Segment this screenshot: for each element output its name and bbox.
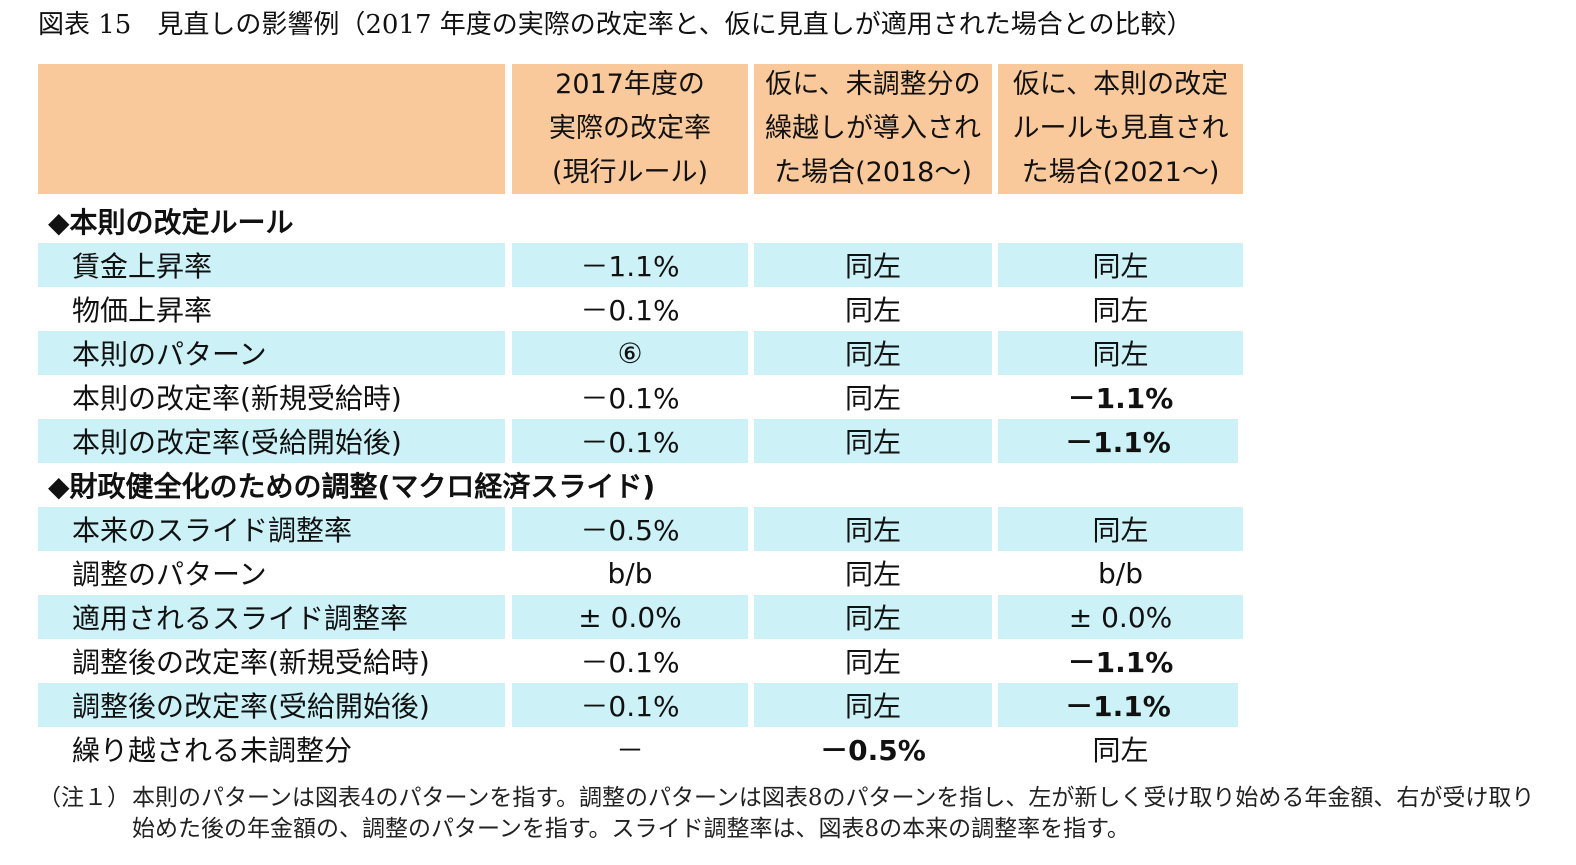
- cell-2018: 同左: [844, 294, 901, 327]
- row-label: 本来のスライド調整率: [38, 507, 505, 551]
- cell-2021: －1.1%: [998, 683, 1238, 727]
- cell-2021: －1.1%: [1067, 646, 1174, 679]
- row-label: 物価上昇率: [72, 294, 213, 327]
- cell-2018: 同左: [844, 646, 901, 679]
- row-label: 調整のパターン: [72, 558, 267, 591]
- cell-2018: －0.5%: [820, 734, 926, 767]
- cell-2018: 同左: [844, 382, 901, 415]
- row-label: 調整後の改定率(受給開始後): [38, 683, 505, 727]
- row-label: 調整後の改定率(新規受給時): [72, 646, 430, 679]
- cell-2018: 同左: [754, 683, 992, 727]
- row-label: 繰り越される未調整分: [72, 734, 353, 767]
- cell-2021: －1.1%: [998, 419, 1238, 463]
- footnote-marker: （注１）: [38, 785, 130, 811]
- cell-2017: －: [615, 734, 644, 767]
- row-label: 本則の改定率(受給開始後): [38, 419, 505, 463]
- header-2017-actual: 2017年度の 実際の改定率 (現行ルール): [512, 64, 748, 194]
- cell-2021: 同左: [1092, 734, 1149, 767]
- row-label: 本則の改定率(新規受給時): [72, 382, 402, 415]
- header-blank: [38, 64, 505, 194]
- header-rule-revision-2021: 仮に、本則の改定 ルールも見直され た場合(2021～): [998, 64, 1243, 194]
- cell-2017: －0.5%: [512, 507, 748, 551]
- cell-2021: ± 0.0%: [998, 595, 1243, 639]
- section-heading-basic-rule: ◆本則の改定ルール: [48, 206, 294, 239]
- row-label: 賃金上昇率: [38, 243, 505, 287]
- row-label: 本則のパターン: [38, 331, 505, 375]
- cell-2017: －1.1%: [512, 243, 748, 287]
- cell-2018: 同左: [844, 558, 901, 591]
- cell-2018: 同左: [754, 419, 992, 463]
- cell-2021: 同左: [1092, 294, 1149, 327]
- cell-2017: －0.1%: [512, 419, 748, 463]
- cell-2021: 同左: [998, 507, 1243, 551]
- cell-2017: －0.1%: [580, 646, 680, 679]
- cell-2017: －0.1%: [580, 294, 680, 327]
- cell-2017: －0.1%: [580, 382, 680, 415]
- cell-2017: －0.1%: [512, 683, 748, 727]
- footnote-text: 本則のパターンは図表4のパターンを指す。調整のパターンは図表8のパターンを指し、…: [132, 785, 1535, 842]
- cell-2017: ± 0.0%: [512, 595, 748, 639]
- cell-2021: b/b: [1098, 556, 1143, 590]
- page-title: 図表 15 見直しの影響例（2017 年度の実際の改定率と、仮に見直しが適用され…: [38, 10, 1193, 40]
- section-heading-macro-slide: ◆財政健全化のための調整(マクロ経済スライド): [48, 470, 656, 503]
- cell-2018: 同左: [754, 243, 992, 287]
- cell-2018: 同左: [754, 331, 992, 375]
- header-carryover-2018: 仮に、未調整分の 繰越しが導入され た場合(2018～): [754, 64, 992, 194]
- cell-2021: 同左: [998, 331, 1243, 375]
- cell-2021: 同左: [998, 243, 1243, 287]
- cell-2021: －1.1%: [1067, 382, 1174, 415]
- cell-2018: 同左: [754, 595, 992, 639]
- cell-2017: ⑥: [512, 331, 748, 375]
- cell-2017: b/b: [607, 556, 653, 590]
- cell-2018: 同左: [754, 507, 992, 551]
- row-label: 適用されるスライド調整率: [38, 595, 505, 639]
